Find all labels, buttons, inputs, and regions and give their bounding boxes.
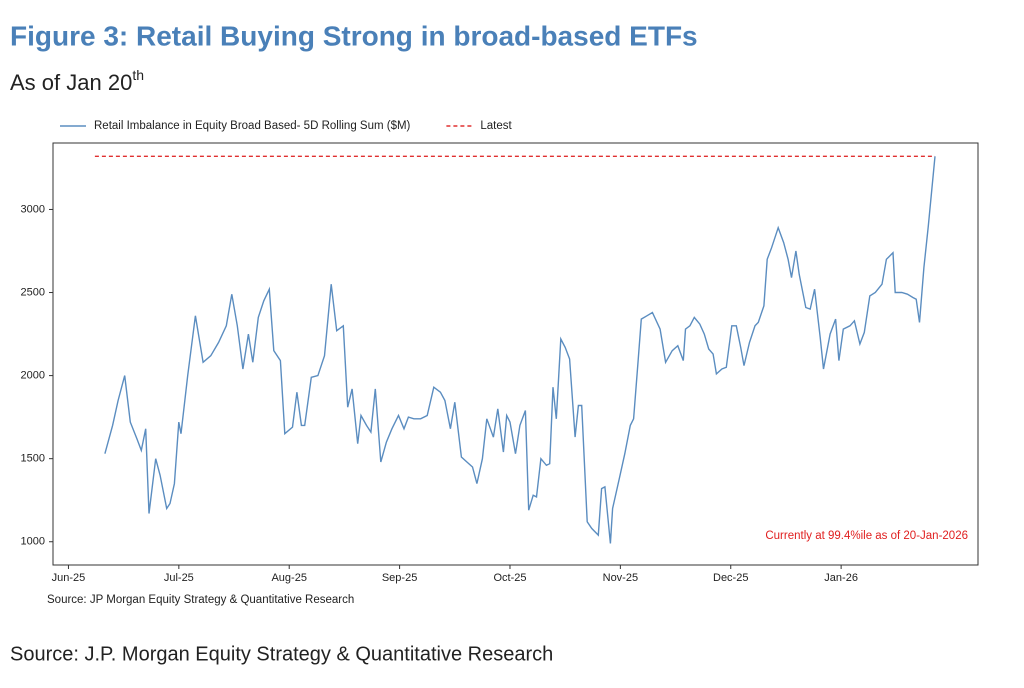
- plot-frame: [52, 142, 979, 566]
- y-tick-label: 2000: [21, 370, 45, 382]
- subtitle-superscript: th: [132, 67, 144, 83]
- x-tick-label: Dec-25: [713, 572, 748, 584]
- x-tick-label: Nov-25: [603, 572, 638, 584]
- x-tick-label: Jan-26: [824, 572, 858, 584]
- y-tick-label: 1000: [21, 536, 45, 548]
- x-tick-label: Sep-25: [382, 572, 417, 584]
- series-line: [104, 156, 936, 544]
- y-tick-label: 2500: [21, 286, 45, 298]
- source-note: Source: JP Morgan Equity Strategy & Quan…: [47, 594, 354, 606]
- chart-subtitle: As of Jan 20th: [10, 67, 144, 95]
- annotation: Currently at 99.4%ile as of 20-Jan-2026: [765, 530, 968, 542]
- legend-label: Latest: [480, 120, 512, 132]
- footer-source: Source: J.P. Morgan Equity Strategy & Qu…: [10, 643, 553, 665]
- y-tick-label: 3000: [21, 203, 45, 215]
- x-tick-label: Jul-25: [164, 572, 194, 584]
- chart-title: Figure 3: Retail Buying Strong in broad-…: [10, 20, 698, 51]
- legend-label: Retail Imbalance in Equity Broad Based- …: [94, 120, 411, 132]
- x-tick-label: Oct-25: [493, 572, 526, 584]
- subtitle-text: As of Jan 20: [10, 70, 132, 95]
- x-tick-label: Jun-25: [52, 572, 86, 584]
- x-tick-label: Aug-25: [271, 572, 306, 584]
- y-tick-label: 1500: [21, 453, 45, 465]
